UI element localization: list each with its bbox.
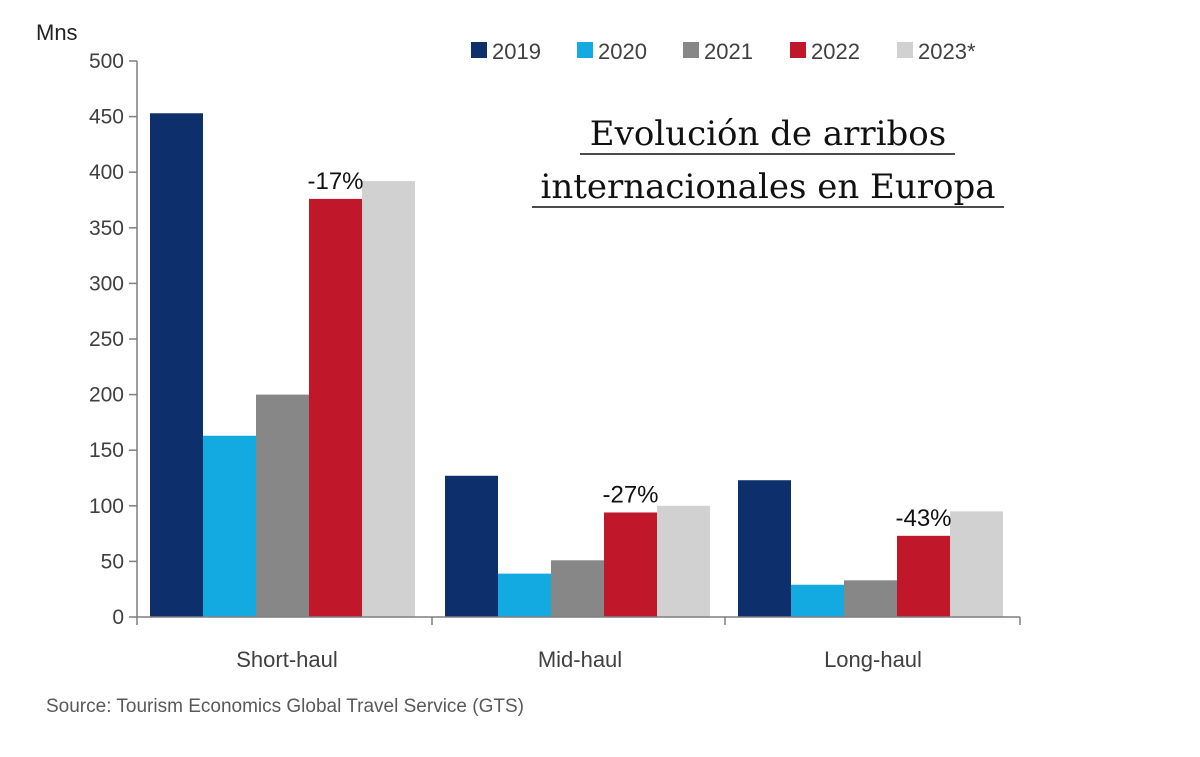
bar-2022-mid-haul xyxy=(604,512,657,617)
bar-2020-mid-haul xyxy=(498,573,551,617)
change-annotation: -27% xyxy=(602,481,658,508)
bar-2020-long-haul xyxy=(791,584,844,617)
annotations: -17% -27% -43% xyxy=(307,168,951,532)
chart-title-line-1: Evolución de arribos xyxy=(590,114,946,154)
legend-swatch xyxy=(471,42,487,58)
chart-title: Evolución de arribos internacionales en … xyxy=(532,114,1004,208)
bar-2022-short-haul xyxy=(309,198,362,617)
bar-2021-long-haul xyxy=(844,580,897,617)
bar-2019-mid-haul xyxy=(445,475,498,617)
y-tick-label: 250 xyxy=(89,328,124,351)
bar-2020-short-haul xyxy=(203,435,256,617)
legend-label: 2023* xyxy=(918,39,976,64)
bar-2019-long-haul xyxy=(738,480,791,617)
y-tick-label: 50 xyxy=(101,550,124,573)
x-category-label: Long-haul xyxy=(824,647,922,672)
y-tick-label: 400 xyxy=(89,161,124,184)
legend-label: 2022 xyxy=(811,39,860,64)
change-annotation: -17% xyxy=(307,168,363,195)
legend: 2019 2020 2021 2022 2023* xyxy=(471,39,976,64)
bar-2023-mid-haul xyxy=(657,505,710,617)
change-annotation: -43% xyxy=(895,505,951,532)
y-tick-label: 100 xyxy=(89,495,124,518)
y-axis-unit-label: Mns xyxy=(36,20,78,45)
bar-2022-long-haul xyxy=(897,535,950,617)
y-tick-label: 300 xyxy=(89,272,124,295)
bars xyxy=(150,113,1003,617)
y-axis: 0 50 100 150 200 250 300 350 400 450 500 xyxy=(89,50,138,629)
y-tick-label: 200 xyxy=(89,384,124,407)
x-category-label: Mid-haul xyxy=(538,647,622,672)
x-category-label: Short-haul xyxy=(236,647,338,672)
y-tick-label: 450 xyxy=(89,106,124,129)
bar-2019-short-haul xyxy=(150,113,203,617)
legend-swatch xyxy=(897,42,913,58)
legend-label: 2021 xyxy=(704,39,753,64)
bar-2021-mid-haul xyxy=(551,560,604,617)
x-axis: Short-haul Mid-haul Long-haul xyxy=(136,616,1021,672)
legend-swatch xyxy=(790,42,806,58)
legend-label: 2020 xyxy=(598,39,647,64)
legend-swatch xyxy=(683,42,699,58)
y-tick-label: 150 xyxy=(89,439,124,462)
legend-swatch xyxy=(577,42,593,58)
legend-label: 2019 xyxy=(492,39,541,64)
bar-2023-long-haul xyxy=(950,511,1003,617)
chart-title-line-2: internacionales en Europa xyxy=(540,167,995,207)
y-tick-label: 350 xyxy=(89,217,124,240)
source-note: Source: Tourism Economics Global Travel … xyxy=(46,696,524,717)
y-tick-label: 0 xyxy=(112,606,124,629)
y-tick-label: 500 xyxy=(89,50,124,73)
bar-2023-short-haul xyxy=(362,181,415,617)
bar-2021-short-haul xyxy=(256,394,309,617)
